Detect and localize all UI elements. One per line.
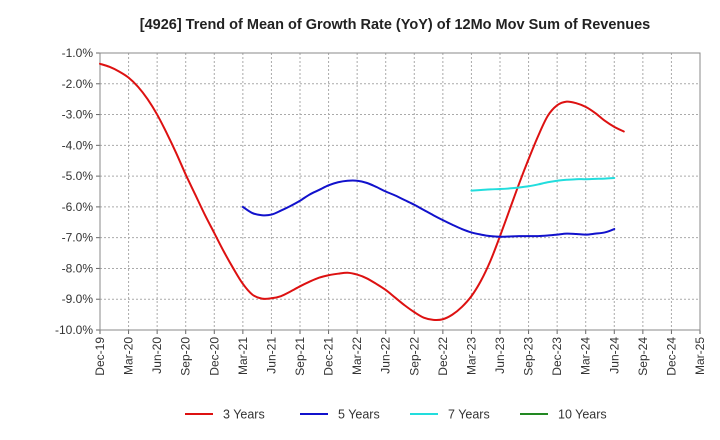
x-tick-label: Dec-21 — [322, 337, 336, 376]
x-tick-label: Jun-20 — [150, 337, 164, 374]
y-tick-label: -7.0% — [62, 231, 94, 245]
x-tick-label: Mar-23 — [464, 337, 478, 375]
x-tick-label: Dec-20 — [207, 337, 221, 376]
series-lines — [99, 62, 625, 321]
legend-label-5-years: 5 Years — [338, 408, 380, 422]
series-line-5-years — [241, 179, 616, 238]
x-tick-label: Mar-25 — [693, 337, 707, 375]
series-line-7-years — [470, 176, 616, 192]
y-tick-label: -5.0% — [62, 169, 94, 183]
legend-label-3-years: 3 Years — [223, 408, 265, 422]
gridlines — [99, 52, 701, 331]
x-tick-label: Jun-24 — [607, 337, 621, 374]
x-tick-label: Sep-23 — [522, 337, 536, 376]
x-tick-label: Dec-19 — [93, 337, 107, 376]
legend-label-7-years: 7 Years — [448, 408, 490, 422]
x-tick-label: Jun-21 — [264, 337, 278, 374]
y-tick-label: -4.0% — [62, 138, 94, 152]
series-line-3-years — [99, 62, 625, 321]
y-tick-label: -1.0% — [62, 46, 94, 60]
x-tick-label: Dec-23 — [550, 337, 564, 376]
x-tick-label: Dec-22 — [436, 337, 450, 376]
y-tick-label: -6.0% — [62, 200, 94, 214]
x-tick-label: Sep-22 — [407, 337, 421, 376]
x-tick-label: Sep-21 — [293, 337, 307, 376]
plot-frame — [99, 52, 701, 331]
y-tick-label: -2.0% — [62, 77, 94, 91]
chart-title: [4926] Trend of Mean of Growth Rate (YoY… — [140, 17, 651, 33]
x-tick-label: Jun-22 — [379, 337, 393, 374]
x-tick-label: Jun-23 — [493, 337, 507, 374]
axes: -1.0% -2.0% -3.0% -4.0% -5.0% -6.0% -7.0% -8.0%… — [55, 46, 707, 376]
x-tick-label: Dec-24 — [664, 337, 678, 376]
x-tick-label: Sep-20 — [179, 337, 193, 376]
y-tick-label: -10.0% — [55, 323, 93, 337]
x-tick-label: Mar-21 — [236, 337, 250, 375]
y-tick-label: -9.0% — [62, 292, 94, 306]
y-tick-label: -3.0% — [62, 108, 94, 122]
x-tick-label: Mar-24 — [579, 337, 593, 375]
x-tick-label: Mar-20 — [122, 337, 136, 375]
legend-label-10-years: 10 Years — [558, 408, 607, 422]
x-tick-label: Sep-24 — [636, 337, 650, 376]
y-tick-label: -8.0% — [62, 261, 94, 275]
x-tick-label: Mar-22 — [350, 337, 364, 375]
legend: 3 Years 5 Years 7 Years 10 Years — [185, 408, 607, 422]
